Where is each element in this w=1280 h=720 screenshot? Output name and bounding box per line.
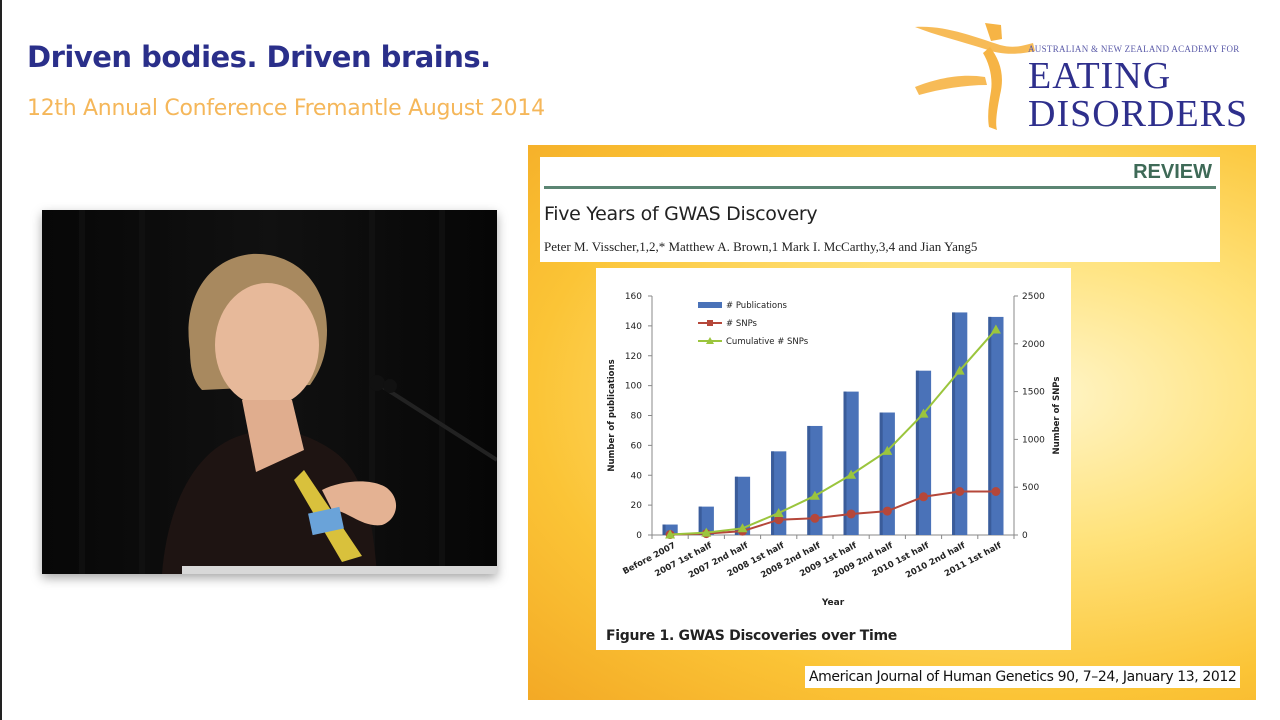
logo-name-line1: EATING: [1028, 55, 1172, 97]
conference-subtitle: 12th Annual Conference Fremantle August …: [27, 96, 545, 121]
svg-text:0: 0: [1022, 531, 1028, 541]
frame-border: [0, 0, 2, 720]
svg-text:0: 0: [636, 531, 642, 541]
svg-text:140: 140: [625, 322, 642, 332]
gwas-chart: 0 20 40 60 80 100 120 140 160 0 500 1000 1500 2000 250…: [596, 268, 1071, 650]
svg-text:1500: 1500: [1022, 388, 1045, 398]
journal-citation: American Journal of Human Genetics 90, 7…: [805, 666, 1240, 688]
svg-text:80: 80: [631, 412, 643, 422]
svg-text:20: 20: [631, 501, 643, 511]
paper-authors: Peter M. Visscher,1,2,* Matthew A. Brown…: [544, 239, 978, 254]
svg-text:# Publications: # Publications: [726, 301, 787, 311]
svg-text:100: 100: [625, 382, 642, 392]
svg-text:2000: 2000: [1022, 340, 1045, 350]
section-label: REVIEW: [1133, 161, 1212, 183]
paper-title: Five Years of GWAS Discovery: [544, 203, 818, 225]
svg-text:Number of publications: Number of publications: [607, 359, 617, 471]
figure-caption: Figure 1. GWAS Discoveries over Time: [606, 628, 898, 644]
paper-header: REVIEW Five Years of GWAS Discovery Pete…: [540, 157, 1220, 262]
svg-text:Cumulative # SNPs: Cumulative # SNPs: [726, 337, 809, 347]
svg-text:160: 160: [625, 292, 642, 302]
svg-text:# SNPs: # SNPs: [726, 319, 758, 329]
header-divider: [544, 186, 1216, 189]
svg-text:500: 500: [1022, 483, 1039, 493]
svg-text:120: 120: [625, 352, 642, 362]
svg-text:Year: Year: [821, 598, 845, 608]
svg-text:40: 40: [631, 471, 643, 481]
svg-text:2500: 2500: [1022, 292, 1045, 302]
svg-text:60: 60: [631, 441, 643, 451]
speaker-video[interactable]: [42, 210, 497, 574]
chart-canvas: 0 20 40 60 80 100 120 140 160 0 500 1000 1500 2000 250…: [607, 292, 1062, 608]
speaker-video-frame: [42, 210, 497, 574]
dancing-figure-icon: [915, 23, 1035, 130]
svg-text:1000: 1000: [1022, 435, 1045, 445]
svg-text:Number of SNPs: Number of SNPs: [1052, 377, 1062, 455]
logo-name-line2: DISORDERS: [1028, 93, 1249, 135]
logo-org-line: AUSTRALIAN & NEW ZEALAND ACADEMY FOR: [1028, 44, 1240, 54]
conference-title: Driven bodies. Driven brains.: [27, 40, 491, 74]
